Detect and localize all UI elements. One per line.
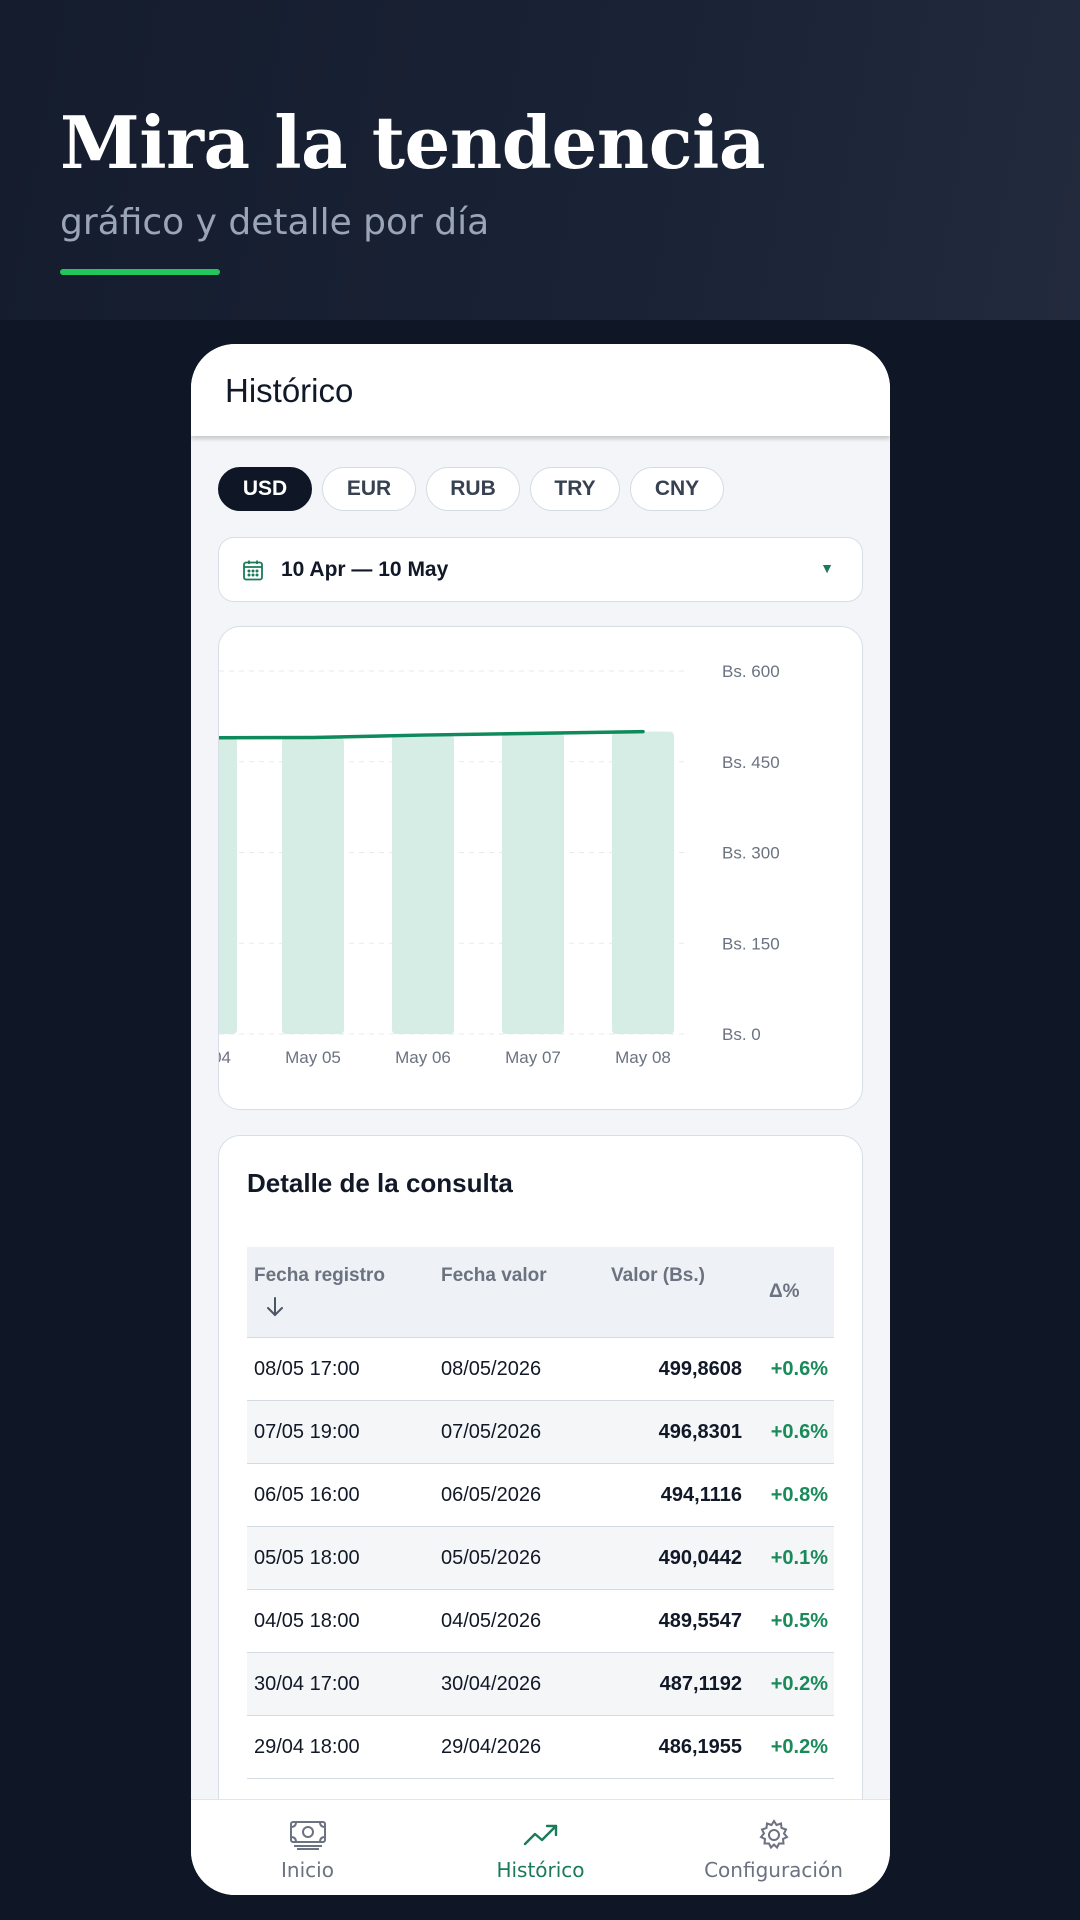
cell-fecha-registro: 07/05 19:00	[254, 1421, 360, 1443]
cell-fecha-registro: 05/05 18:00	[254, 1547, 360, 1569]
table-row: 29/04 18:00 29/04/2026 486,1955 +0.2%	[247, 1716, 834, 1779]
chip-usd[interactable]: USD	[218, 467, 312, 511]
cell-delta: +0.2%	[770, 1673, 828, 1695]
gear-icon	[758, 1819, 789, 1850]
chip-label: TRY	[554, 477, 596, 500]
arrow-down-icon[interactable]	[263, 1295, 287, 1319]
chevron-down-icon: ▼	[820, 560, 834, 576]
chip-try[interactable]: TRY	[530, 467, 620, 511]
chart-bar[interactable]	[282, 737, 344, 1034]
chip-eur[interactable]: EUR	[322, 467, 416, 511]
cell-valor: 489,5547	[658, 1610, 742, 1632]
cell-valor: 487,1192	[659, 1673, 742, 1695]
date-range-picker[interactable]: 10 Apr — 10 May ▼	[218, 537, 863, 602]
cell-delta: +0.6%	[770, 1421, 828, 1443]
cell-valor: 486,1955	[658, 1736, 742, 1758]
calendar-icon	[243, 560, 263, 581]
y-tick-label: Bs. 0	[722, 1025, 761, 1044]
hero-underline	[60, 269, 220, 275]
cell-delta: +0.2%	[770, 1736, 828, 1758]
phone-screen: Histórico USD EUR RUB TRY CNY 10 Apr — 1…	[191, 344, 890, 1895]
detail-card: Detalle de la consulta Fecha registro Fe…	[218, 1135, 863, 1895]
x-tick-label: May 08	[615, 1048, 671, 1067]
bottom-nav: Inicio Histórico Configuración	[191, 1799, 890, 1895]
cell-valor: 499,8608	[658, 1358, 742, 1380]
cell-fecha-valor: 04/05/2026	[441, 1610, 542, 1632]
x-tick-label: May 05	[285, 1048, 341, 1067]
chart-bar[interactable]	[612, 731, 674, 1034]
nav-label: Histórico	[496, 1858, 585, 1882]
nav-label: Inicio	[281, 1858, 334, 1882]
y-tick-label: Bs. 450	[722, 753, 780, 772]
cell-valor: 490,0442	[658, 1547, 742, 1569]
banknote-icon	[289, 1821, 326, 1850]
hero-banner: Mira la tendencia gráfico y detalle por …	[0, 0, 1080, 320]
hero-subtitle: gráfico y detalle por día	[60, 202, 490, 243]
table-body: 08/05 17:00 08/05/2026 499,8608 +0.6% 07/05 …	[247, 1338, 834, 1779]
table-row: 30/04 17:00 30/04/2026 487,1192 +0.2%	[247, 1653, 834, 1716]
y-tick-label: Bs. 300	[722, 844, 780, 863]
cell-fecha-registro: 08/05 17:00	[254, 1358, 360, 1380]
table-row: 08/05 17:00 08/05/2026 499,8608 +0.6%	[247, 1338, 834, 1401]
cell-fecha-registro: 06/05 16:00	[254, 1484, 360, 1506]
cell-fecha-registro: 29/04 18:00	[254, 1736, 360, 1758]
chip-rub[interactable]: RUB	[426, 467, 520, 511]
cell-delta: +0.5%	[770, 1610, 828, 1632]
y-tick-label: Bs. 150	[722, 934, 780, 953]
cell-valor: 496,8301	[658, 1421, 742, 1443]
chart-bar[interactable]	[392, 735, 454, 1034]
chart-bar[interactable]	[219, 737, 237, 1034]
x-tick-label: 04	[219, 1048, 231, 1067]
trending-up-icon	[523, 1824, 557, 1846]
column-header-fecha-registro[interactable]: Fecha registro	[254, 1265, 385, 1286]
date-range-label: 10 Apr — 10 May	[281, 558, 449, 581]
cell-fecha-valor: 30/04/2026	[441, 1673, 542, 1695]
table-row: 05/05 18:00 05/05/2026 490,0442 +0.1%	[247, 1527, 834, 1590]
chart-bar[interactable]	[502, 733, 564, 1034]
cell-fecha-valor: 06/05/2026	[441, 1484, 542, 1506]
table-row: 07/05 19:00 07/05/2026 496,8301 +0.6%	[247, 1401, 834, 1464]
chip-label: EUR	[346, 477, 392, 500]
nav-item-configuracion[interactable]: Configuración	[657, 1800, 890, 1895]
column-header-delta: Δ%	[769, 1281, 800, 1302]
trend-line	[219, 729, 645, 740]
nav-item-historico[interactable]: Histórico	[424, 1800, 657, 1895]
cell-fecha-valor: 08/05/2026	[441, 1358, 542, 1380]
page-title: Histórico	[225, 372, 354, 409]
column-header-valor: Valor (Bs.)	[611, 1265, 705, 1286]
cell-fecha-valor: 29/04/2026	[441, 1736, 542, 1758]
detail-title: Detalle de la consulta	[247, 1168, 513, 1198]
table-row: 06/05 16:00 06/05/2026 494,1116 +0.8%	[247, 1464, 834, 1527]
table-row: 04/05 18:00 04/05/2026 489,5547 +0.5%	[247, 1590, 834, 1653]
column-header-fecha-valor: Fecha valor	[441, 1265, 547, 1286]
hero-title: Mira la tendencia	[60, 100, 766, 185]
x-tick-label: May 07	[505, 1048, 561, 1067]
chip-label: CNY	[654, 477, 700, 500]
nav-item-inicio[interactable]: Inicio	[191, 1800, 424, 1895]
chip-cny[interactable]: CNY	[630, 467, 724, 511]
cell-fecha-valor: 07/05/2026	[441, 1421, 542, 1443]
chip-label: RUB	[450, 477, 496, 500]
cell-valor: 494,1116	[660, 1484, 742, 1506]
history-chart: Bs. 0 Bs. 150 Bs. 300 Bs. 450 Bs. 600 04 May 0…	[219, 662, 780, 1067]
table-header: Fecha registro Fecha valor Valor (Bs.) Δ…	[247, 1247, 834, 1338]
cell-delta: +0.6%	[770, 1358, 828, 1380]
cell-delta: +0.1%	[770, 1547, 828, 1569]
detail-table: Fecha registro Fecha valor Valor (Bs.) Δ…	[247, 1247, 834, 1779]
chip-label: USD	[242, 477, 288, 500]
nav-label: Configuración	[704, 1858, 843, 1882]
cell-delta: +0.8%	[770, 1484, 828, 1506]
x-tick-label: May 06	[395, 1048, 451, 1067]
cell-fecha-registro: 30/04 17:00	[254, 1673, 360, 1695]
cell-fecha-valor: 05/05/2026	[441, 1547, 542, 1569]
app-bar: Histórico	[191, 344, 890, 436]
chart-card: Bs. 0 Bs. 150 Bs. 300 Bs. 450 Bs. 600 04 May 0…	[218, 626, 863, 1110]
y-tick-label: Bs. 600	[722, 662, 780, 681]
cell-fecha-registro: 04/05 18:00	[254, 1610, 360, 1632]
